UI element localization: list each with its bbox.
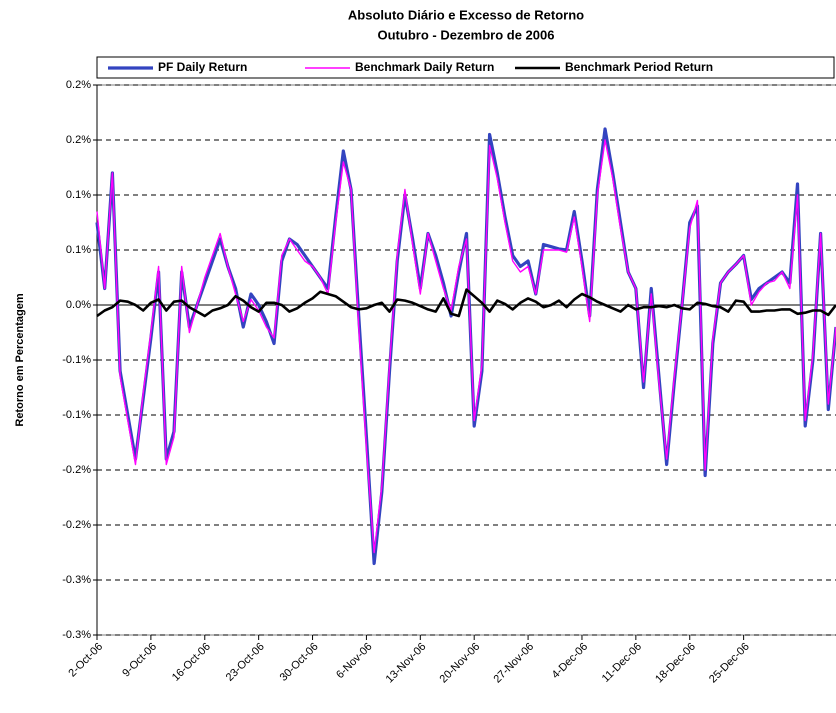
y-tick-label: 0.0% (66, 299, 91, 311)
x-tick-label: 20-Nov-06 (438, 641, 483, 686)
y-tick-label: -0.2% (62, 519, 91, 531)
y-tick-label: -0.3% (62, 629, 91, 641)
legend-label: PF Daily Return (158, 60, 247, 74)
legend-label: Benchmark Period Return (565, 60, 713, 74)
y-tick-label: -0.3% (62, 574, 91, 586)
x-tick-label: 4-Dec-06 (550, 641, 590, 681)
x-tick-label: 11-Dec-06 (600, 641, 644, 685)
y-tick-label: 0.1% (66, 189, 91, 201)
series-line (96, 288, 836, 318)
y-tick-label: 0.2% (66, 79, 91, 91)
legend: PF Daily Return Benchmark Daily Return Ben… (96, 56, 835, 79)
y-tick-label: -0.1% (62, 354, 91, 366)
legend-box (96, 56, 835, 79)
x-tick-label: 27-Nov-06 (491, 641, 536, 686)
y-tick-label: 0.1% (66, 244, 91, 256)
x-tick-label: 16-Oct-06 (170, 641, 213, 684)
y-tick-label: -0.1% (62, 409, 91, 421)
x-tick-label: 23-Oct-06 (224, 641, 267, 684)
legend-label: Benchmark Daily Return (355, 60, 494, 74)
x-tick-label: 25-Dec-06 (707, 641, 752, 686)
x-tick-label: 6-Nov-06 (334, 641, 374, 681)
chart-subtitle: Outubro - Dezembro de 2006 (378, 27, 555, 42)
y-tick-label: -0.2% (62, 464, 91, 476)
x-tick-label: 18-Dec-06 (653, 641, 698, 686)
x-tick-label: 30-Oct-06 (278, 641, 321, 684)
y-axis-label: Retorno em Percentagem (14, 293, 26, 426)
x-tick-label: 9-Oct-06 (120, 641, 159, 680)
series-line (96, 139, 836, 554)
y-tick-label: 0.2% (66, 134, 91, 146)
chart-title: Absoluto Diário e Excesso de Retorno (348, 7, 584, 22)
x-tick-label: 2-Oct-06 (66, 641, 105, 680)
x-tick-label: 13-Nov-06 (384, 641, 429, 686)
